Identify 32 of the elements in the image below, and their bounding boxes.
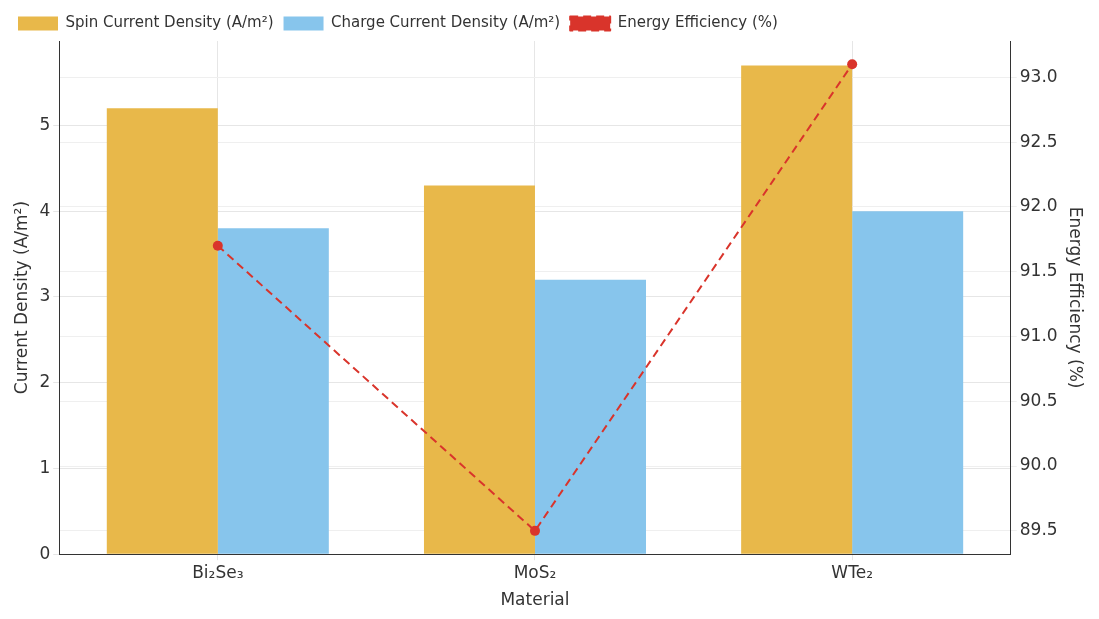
y-tick-label: 0 — [39, 542, 51, 563]
x-axis-title: Material — [500, 589, 570, 610]
y-axis-title: Current Density (A/m²) — [10, 200, 31, 395]
bar — [106, 108, 218, 554]
point — [212, 240, 223, 251]
x-tick-label: MoS₂ — [513, 561, 557, 582]
legend-label: Energy Efficiency (%) — [617, 13, 778, 32]
y2-tick-label: 91.5 — [1019, 260, 1058, 281]
x-tick-label: Bi₂Se₃ — [192, 561, 244, 582]
y2-tick-label: 92.0 — [1019, 195, 1058, 216]
y2-axis-title: Energy Efficiency (%) — [1066, 206, 1087, 389]
bar — [217, 228, 329, 554]
y-tick-label: 5 — [39, 113, 51, 134]
bar — [852, 211, 964, 554]
legend-label: Charge Current Density (A/m²) — [331, 13, 561, 32]
bar — [423, 185, 535, 554]
y2-tick-label: 89.5 — [1019, 519, 1058, 540]
y-tick-label: 4 — [39, 199, 51, 220]
point — [847, 59, 858, 70]
y-tick-label: 1 — [39, 456, 51, 477]
bar — [534, 279, 646, 554]
point — [529, 525, 540, 536]
y2-tick-label: 90.5 — [1019, 389, 1058, 410]
y2-tick-label: 93.0 — [1019, 65, 1058, 86]
y-tick-label: 2 — [39, 371, 51, 392]
y2-tick-label: 92.5 — [1019, 130, 1058, 151]
y2-tick-label: 91.0 — [1019, 324, 1058, 345]
legend-label: Spin Current Density (A/m²) — [65, 13, 274, 32]
bar — [741, 65, 853, 554]
y2-tick-label: 90.0 — [1019, 454, 1058, 475]
y-tick-label: 3 — [39, 285, 51, 306]
x-tick-label: WTe₂ — [831, 561, 873, 582]
